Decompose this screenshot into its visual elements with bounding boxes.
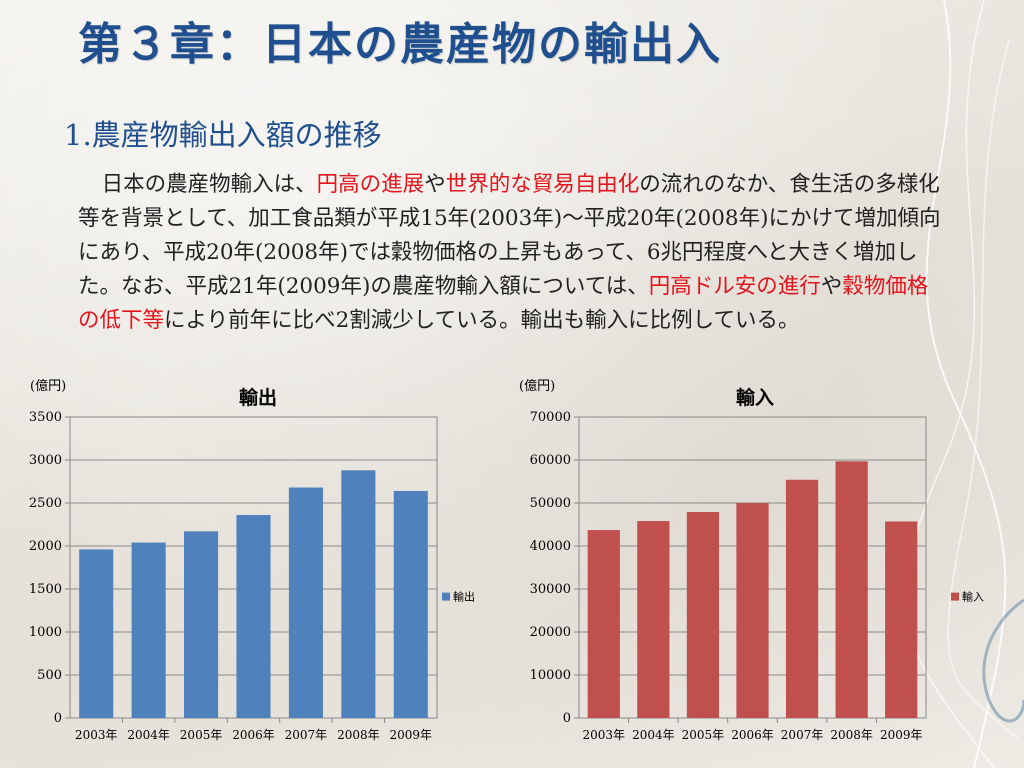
paragraph-segment: により前年に比べ2割減少している。輸出も輸入に比例している。	[164, 308, 800, 333]
bar	[637, 521, 670, 718]
bar	[79, 549, 114, 718]
highlighted-phrase: 円高ドル安の進行	[648, 274, 821, 299]
bar	[288, 487, 323, 718]
y-axis-unit-label: (億円)	[30, 378, 66, 394]
y-tick-label: 10000	[530, 668, 571, 683]
bar	[393, 490, 428, 718]
highlighted-phrase: 世界的な貿易自由化	[445, 172, 640, 197]
x-tick-label: 2004年	[127, 728, 170, 742]
chart-title: 輸入	[736, 386, 774, 409]
paragraph-segment: や	[424, 172, 446, 197]
x-tick-label: 2007年	[781, 728, 824, 742]
y-tick-label: 500	[37, 668, 62, 683]
x-tick-label: 2008年	[337, 728, 380, 742]
export-bar-chart: (億円) 輸出 0 500 1000 1500 2000 2500 3000 3500 2003年 2…	[29, 378, 475, 742]
y-tick-label: 30000	[530, 582, 571, 597]
bar	[587, 530, 620, 718]
x-tick-label: 2008年	[830, 728, 873, 742]
y-tick-label: 3500	[29, 410, 62, 425]
bar	[885, 521, 918, 718]
body-paragraph: 日本の農産物輸入は、円高の進展や世界的な貿易自由化の流れのなか、食生活の多様化等…	[78, 168, 946, 338]
y-tick-label: 50000	[530, 496, 571, 511]
y-tick-label: 0	[563, 711, 571, 726]
x-tick-label: 2006年	[232, 728, 275, 742]
paragraph-segment: や	[820, 274, 843, 299]
bar	[686, 512, 720, 718]
section-subtitle: 1.農産物輸出入額の推移	[64, 118, 382, 152]
x-tick-label: 2007年	[285, 728, 328, 742]
legend-label: 輸入	[962, 590, 984, 604]
slide-title: 第３章：日本の農産物の輸出入	[78, 19, 722, 70]
y-tick-label: 2000	[29, 539, 62, 554]
y-tick-label: 0	[54, 711, 62, 726]
paragraph-segment: の流れのなか、食生活の多様化等を背景として、加工食品類が平成15年(2003年)…	[78, 172, 941, 299]
highlighted-phrase: 穀物価格の低下等	[78, 274, 929, 333]
chart-title: 輸出	[239, 386, 277, 409]
legend-swatch	[442, 592, 450, 601]
legend-swatch	[951, 592, 959, 601]
x-tick-label: 2006年	[731, 728, 774, 742]
bar	[341, 470, 376, 718]
x-tick-label: 2005年	[180, 728, 223, 742]
import-bar-chart: (億円) 輸入 0 10000 20000 30000 40000 50000 60000 700…	[519, 378, 984, 742]
x-tick-label: 2009年	[880, 728, 923, 742]
bar	[184, 531, 219, 718]
y-tick-label: 1500	[29, 582, 62, 597]
y-tick-label: 70000	[530, 410, 571, 425]
y-tick-label: 40000	[530, 539, 571, 554]
y-axis-unit-label: (億円)	[519, 378, 555, 394]
bar	[131, 542, 166, 718]
x-tick-label: 2009年	[390, 728, 433, 742]
x-tick-label: 2004年	[632, 728, 675, 742]
bar	[236, 515, 271, 718]
paragraph-segment: 日本の農産物輸入は、	[101, 172, 317, 197]
x-tick-label: 2003年	[75, 728, 118, 742]
y-tick-label: 20000	[530, 625, 571, 640]
legend-label: 輸出	[453, 590, 475, 604]
y-tick-label: 60000	[530, 453, 571, 468]
y-tick-label: 3000	[29, 453, 62, 468]
y-tick-label: 2500	[29, 496, 62, 511]
x-tick-label: 2003年	[583, 728, 626, 742]
bar	[835, 461, 868, 718]
y-tick-label: 1000	[29, 625, 62, 640]
bar	[736, 503, 769, 718]
highlighted-phrase: 円高の進展	[316, 172, 425, 197]
x-tick-label: 2005年	[682, 728, 725, 742]
bar	[785, 479, 819, 718]
decorative-swirl-lines	[904, 0, 1024, 768]
